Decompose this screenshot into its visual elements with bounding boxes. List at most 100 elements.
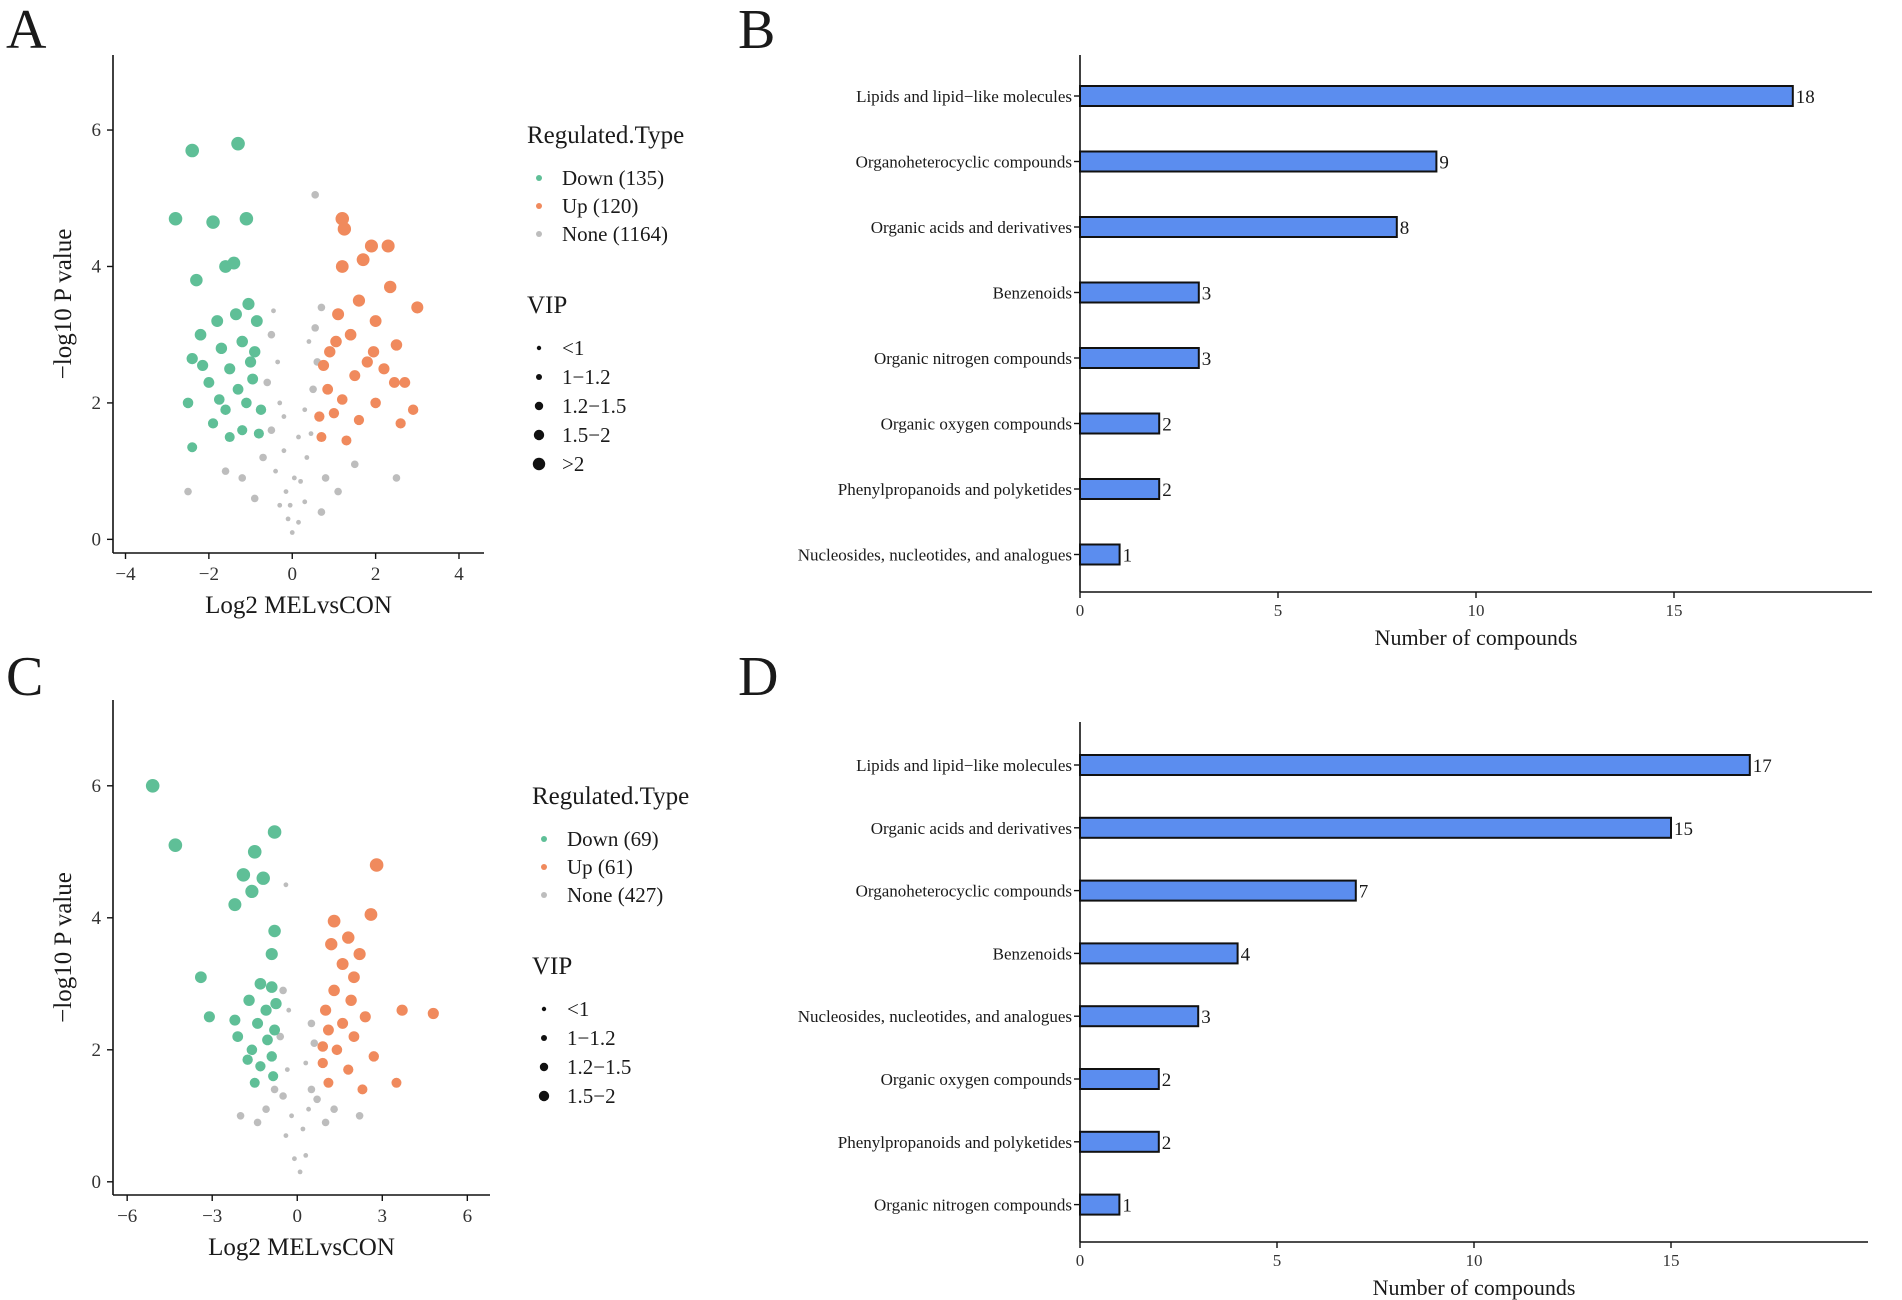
data-point-none bbox=[309, 385, 317, 394]
bar-value-label: 7 bbox=[1359, 882, 1369, 903]
data-point-up bbox=[349, 370, 361, 382]
data-point-down bbox=[185, 143, 200, 158]
legend-title-vip: VIP bbox=[527, 292, 567, 319]
legend-entry-none: None (1164) bbox=[562, 222, 668, 246]
volcano-plot-c: 0 2 4 6 −6 −3 0 3 6 Log2 MELvsCON −log10 P value Re… bbox=[50, 700, 689, 1261]
bar-value-label: 2 bbox=[1162, 1070, 1172, 1091]
legend-vip-entry: 1.2−1.5 bbox=[562, 394, 626, 418]
data-point-up bbox=[328, 984, 340, 997]
bar bbox=[1079, 478, 1161, 500]
data-point-none bbox=[308, 431, 314, 437]
data-point-none bbox=[250, 494, 259, 503]
data-point-none bbox=[281, 448, 287, 454]
panel-letter-b: B bbox=[738, 0, 775, 61]
category-label: Organic oxygen compounds bbox=[881, 1070, 1072, 1089]
legend-title-regulated-type: Regulated.Type bbox=[527, 122, 684, 149]
data-point-up bbox=[388, 377, 400, 388]
category-label: Phenylpropanoids and polyketides bbox=[838, 480, 1072, 499]
data-point-down bbox=[262, 1034, 273, 1046]
data-point-none bbox=[286, 1007, 292, 1013]
data-point-none bbox=[267, 330, 276, 339]
category-label: Organic nitrogen compounds bbox=[874, 349, 1072, 368]
legend-vip-entry: >2 bbox=[562, 452, 584, 476]
data-point-none bbox=[283, 489, 289, 495]
x-tick-label: 10 bbox=[1468, 601, 1485, 620]
x-tick-label: 4 bbox=[454, 564, 464, 585]
data-point-none bbox=[307, 1085, 316, 1094]
data-point-none bbox=[321, 1118, 330, 1127]
bar bbox=[1079, 150, 1438, 173]
x-tick-label: 6 bbox=[463, 1206, 473, 1227]
data-point-none bbox=[302, 407, 308, 413]
data-point-up bbox=[352, 294, 366, 307]
legend-marker-none bbox=[536, 231, 542, 237]
y-tick-label: 0 bbox=[92, 529, 102, 550]
data-point-up bbox=[345, 994, 357, 1006]
data-point-down bbox=[232, 383, 244, 395]
bar-value-label: 2 bbox=[1162, 480, 1172, 501]
data-point-none bbox=[184, 487, 192, 496]
data-point-none bbox=[313, 1095, 321, 1104]
data-point-up bbox=[327, 914, 341, 928]
y-tick-label: 4 bbox=[92, 908, 102, 929]
data-point-up bbox=[337, 1017, 349, 1029]
data-point-down bbox=[268, 1071, 279, 1082]
data-point-none bbox=[291, 475, 297, 481]
data-point-down bbox=[232, 1031, 244, 1042]
category-label: Benzenoids bbox=[993, 944, 1072, 963]
data-point-down bbox=[253, 428, 264, 439]
category-label: Organoheterocyclic compounds bbox=[856, 882, 1072, 901]
data-point-none bbox=[297, 1169, 303, 1175]
data-point-down bbox=[265, 981, 278, 993]
x-axis-title: Number of compounds bbox=[1373, 1275, 1576, 1300]
data-point-up bbox=[367, 346, 380, 358]
legend-marker-up bbox=[536, 203, 542, 209]
x-tick-label: −3 bbox=[202, 1206, 222, 1227]
data-point-up bbox=[336, 958, 349, 970]
data-point-none bbox=[270, 1085, 279, 1094]
panel-letter-d: D bbox=[738, 646, 778, 708]
data-point-none bbox=[277, 502, 283, 508]
data-point-none bbox=[317, 508, 326, 516]
x-axis-title: Log2 MELvsCON bbox=[208, 1234, 395, 1261]
bar-value-label: 1 bbox=[1123, 546, 1133, 567]
x-tick-label: 0 bbox=[287, 564, 297, 585]
data-point-up bbox=[391, 1077, 402, 1088]
x-tick-label: 2 bbox=[371, 564, 381, 585]
bar bbox=[1079, 543, 1121, 566]
data-point-down bbox=[268, 924, 281, 938]
data-point-down bbox=[168, 838, 183, 852]
data-point-up bbox=[342, 931, 355, 944]
data-point-none bbox=[271, 308, 276, 314]
data-point-down bbox=[242, 297, 255, 311]
y-tick-label: 2 bbox=[92, 1040, 102, 1061]
category-label: Organoheterocyclic compounds bbox=[856, 153, 1072, 172]
data-point-none bbox=[303, 1153, 309, 1158]
bar bbox=[1079, 1130, 1160, 1153]
data-point-up bbox=[317, 359, 330, 371]
y-tick-label: 6 bbox=[92, 120, 102, 141]
data-point-up bbox=[356, 253, 370, 267]
bar-value-label: 9 bbox=[1439, 153, 1449, 174]
data-point-up bbox=[335, 260, 349, 273]
data-point-up bbox=[331, 1044, 343, 1056]
x-tick-label: 10 bbox=[1466, 1251, 1483, 1270]
bar-chart-d: 0 5 10 15 Number of compounds Lipids and lipi… bbox=[798, 722, 1868, 1300]
data-point-down bbox=[250, 315, 263, 327]
data-point-none bbox=[302, 499, 308, 505]
data-point-none bbox=[259, 453, 267, 462]
data-point-down bbox=[186, 352, 198, 365]
legend-marker-down bbox=[541, 836, 547, 842]
data-point-down bbox=[224, 432, 235, 443]
x-tick-label: 15 bbox=[1666, 601, 1683, 620]
data-point-up bbox=[337, 222, 352, 236]
bar bbox=[1079, 1005, 1200, 1028]
y-tick-label: 4 bbox=[92, 256, 102, 277]
legend-vip-marker bbox=[536, 374, 542, 380]
y-tick-label: 6 bbox=[92, 776, 102, 797]
x-axis-title: Number of compounds bbox=[1375, 625, 1578, 650]
data-point-none bbox=[296, 519, 301, 525]
data-point-up bbox=[395, 418, 406, 429]
data-point-none bbox=[289, 1113, 294, 1119]
